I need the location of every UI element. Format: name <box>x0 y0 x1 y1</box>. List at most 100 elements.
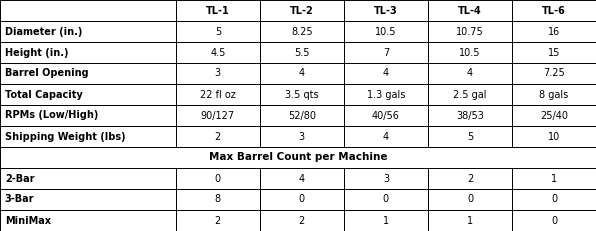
Bar <box>260 210 344 231</box>
Bar <box>176 105 260 126</box>
Text: TL-6: TL-6 <box>542 6 566 15</box>
Bar <box>512 63 596 84</box>
Bar <box>428 21 512 42</box>
Bar <box>176 21 260 42</box>
Text: 1.3 gals: 1.3 gals <box>367 89 405 100</box>
Text: 0: 0 <box>467 195 473 204</box>
Bar <box>344 21 428 42</box>
Bar <box>0 42 176 63</box>
Bar <box>428 63 512 84</box>
Bar <box>0 105 176 126</box>
Bar <box>0 21 176 42</box>
Bar <box>176 168 260 189</box>
Text: 3-Bar: 3-Bar <box>5 195 34 204</box>
Bar <box>344 84 428 105</box>
Text: 10.75: 10.75 <box>456 27 484 36</box>
Text: 1: 1 <box>383 216 389 225</box>
Bar <box>0 210 176 231</box>
Bar <box>0 189 176 210</box>
Bar <box>344 210 428 231</box>
Text: 10.5: 10.5 <box>375 27 397 36</box>
Bar <box>512 126 596 147</box>
Text: RPMs (Low/High): RPMs (Low/High) <box>5 110 98 121</box>
Text: 2: 2 <box>215 131 221 142</box>
Text: 3: 3 <box>383 173 389 183</box>
Text: 4: 4 <box>383 131 389 142</box>
Bar <box>176 42 260 63</box>
Bar <box>428 42 512 63</box>
Bar <box>176 189 260 210</box>
Bar <box>428 105 512 126</box>
Text: 0: 0 <box>383 195 389 204</box>
Text: 2.5 gal: 2.5 gal <box>453 89 487 100</box>
Text: 5: 5 <box>467 131 473 142</box>
Bar <box>0 84 176 105</box>
Text: 4.5: 4.5 <box>210 48 225 58</box>
Bar <box>260 126 344 147</box>
Text: Diameter (in.): Diameter (in.) <box>5 27 82 36</box>
Bar <box>344 42 428 63</box>
Text: 1: 1 <box>551 173 557 183</box>
Bar <box>512 42 596 63</box>
Bar <box>176 210 260 231</box>
Text: TL-4: TL-4 <box>458 6 482 15</box>
Text: 0: 0 <box>551 195 557 204</box>
Text: 8.25: 8.25 <box>291 27 313 36</box>
Text: 90/127: 90/127 <box>201 110 235 121</box>
Text: 7: 7 <box>383 48 389 58</box>
Text: 2: 2 <box>467 173 473 183</box>
Text: 4: 4 <box>299 69 305 79</box>
Bar <box>0 0 176 21</box>
Bar <box>428 84 512 105</box>
Bar <box>512 189 596 210</box>
Bar <box>344 0 428 21</box>
Bar <box>512 0 596 21</box>
Text: TL-3: TL-3 <box>374 6 398 15</box>
Bar <box>512 84 596 105</box>
Text: 0: 0 <box>551 216 557 225</box>
Text: 4: 4 <box>383 69 389 79</box>
Text: TL-2: TL-2 <box>290 6 313 15</box>
Bar <box>0 63 176 84</box>
Bar <box>428 168 512 189</box>
Bar <box>512 105 596 126</box>
Text: Max Barrel Count per Machine: Max Barrel Count per Machine <box>209 152 387 162</box>
Bar <box>512 21 596 42</box>
Text: 3: 3 <box>299 131 305 142</box>
Bar <box>0 168 176 189</box>
Text: 8 gals: 8 gals <box>539 89 569 100</box>
Text: 2-Bar: 2-Bar <box>5 173 34 183</box>
Text: 52/80: 52/80 <box>288 110 316 121</box>
Bar <box>260 63 344 84</box>
Bar <box>176 0 260 21</box>
Bar <box>260 84 344 105</box>
Text: 40/56: 40/56 <box>372 110 400 121</box>
Text: 10: 10 <box>548 131 560 142</box>
Text: 5: 5 <box>215 27 221 36</box>
Text: Height (in.): Height (in.) <box>5 48 69 58</box>
Text: 8: 8 <box>215 195 221 204</box>
Bar <box>344 168 428 189</box>
Bar <box>344 63 428 84</box>
Bar <box>176 84 260 105</box>
Bar <box>260 189 344 210</box>
Bar <box>512 168 596 189</box>
Text: 16: 16 <box>548 27 560 36</box>
Bar <box>176 63 260 84</box>
Bar <box>176 126 260 147</box>
Text: 0: 0 <box>299 195 305 204</box>
Text: 22 fl oz: 22 fl oz <box>200 89 235 100</box>
Text: Total Capacity: Total Capacity <box>5 89 82 100</box>
Text: MiniMax: MiniMax <box>5 216 51 225</box>
Text: 25/40: 25/40 <box>540 110 568 121</box>
Bar <box>260 168 344 189</box>
Text: 3: 3 <box>215 69 221 79</box>
Bar <box>344 189 428 210</box>
Text: 7.25: 7.25 <box>543 69 565 79</box>
Bar <box>0 126 176 147</box>
Bar <box>428 189 512 210</box>
Text: 15: 15 <box>548 48 560 58</box>
Bar <box>512 210 596 231</box>
Text: 1: 1 <box>467 216 473 225</box>
Bar <box>344 105 428 126</box>
